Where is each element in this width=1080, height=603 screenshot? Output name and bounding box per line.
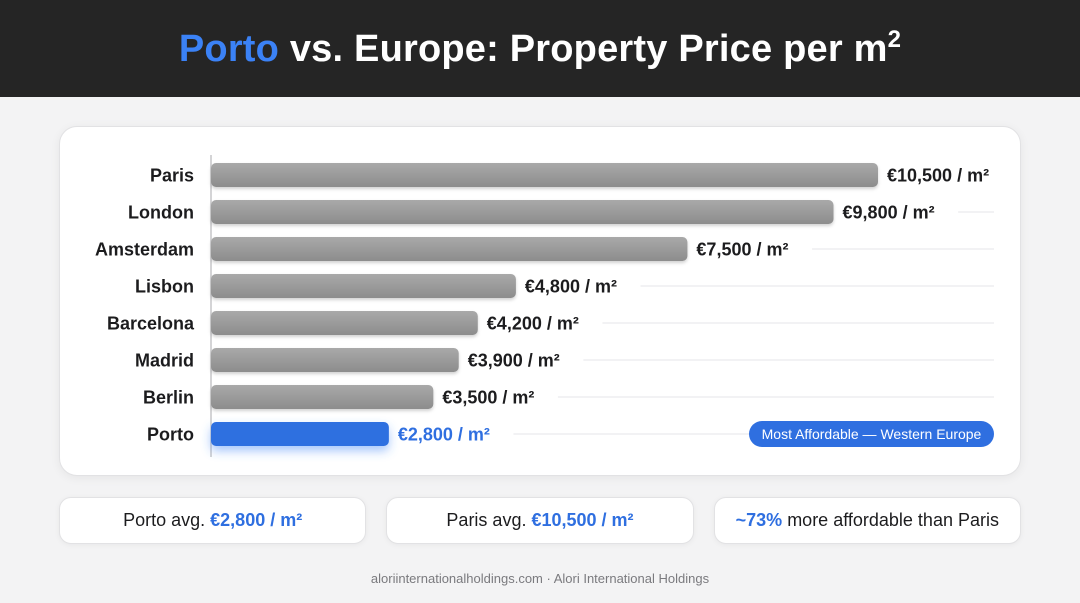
page-title: Porto vs. Europe: Property Price per m2	[179, 26, 901, 71]
value-label-barcelona: €4,200 / m²	[487, 314, 579, 334]
bar-lisbon	[211, 274, 516, 298]
bar-amsterdam	[211, 237, 688, 261]
value-label-berlin: €3,500 / m²	[442, 388, 534, 408]
category-label-berlin: Berlin	[143, 388, 194, 408]
category-label-porto: Porto	[147, 425, 194, 445]
category-label-london: London	[128, 203, 194, 223]
category-label-barcelona: Barcelona	[107, 314, 195, 334]
bar-berlin	[211, 385, 434, 409]
affordability-text: more affordable than Paris	[787, 510, 999, 530]
bar-barcelona	[211, 311, 478, 335]
affordability-card: ~73% more affordable than Paris	[713, 497, 1021, 544]
value-label-london: €9,800 / m²	[843, 203, 935, 223]
category-label-amsterdam: Amsterdam	[95, 240, 194, 260]
highlight-badge	[749, 421, 994, 447]
value-label-madrid: €3,900 / m²	[468, 351, 560, 371]
porto-average-label: Porto avg.	[123, 510, 206, 530]
paris-average-value: €10,500 / m²	[531, 510, 634, 530]
title-text: vs. Europe: Property Price per m	[279, 28, 888, 70]
highlight-badge-text: Most Affordable — Western Europe	[762, 426, 982, 442]
value-label-paris: €10,500 / m²	[887, 166, 989, 186]
value-label-porto: €2,800 / m²	[398, 425, 490, 445]
value-label-lisbon: €4,800 / m²	[525, 277, 617, 297]
bar-chart: Paris €10,500 / m² London €9,800 / m² Amster…	[95, 155, 994, 457]
bar-porto	[211, 422, 389, 446]
category-label-lisbon: Lisbon	[135, 277, 194, 297]
porto-average-value: €2,800 / m²	[210, 510, 303, 530]
porto-average-card: Porto avg. €2,800 / m²	[59, 497, 367, 544]
title-highlight: Porto	[178, 28, 280, 70]
stats-row: Porto avg. €2,800 / m² Paris avg. €10,50…	[59, 497, 1021, 544]
header-bar: Porto vs. Europe: Property Price per m2	[0, 0, 1080, 97]
chart-card: Paris €10,500 / m² London €9,800 / m² Amster…	[59, 126, 1021, 476]
category-label-paris: Paris	[150, 166, 194, 186]
title-superscript: 2	[887, 26, 902, 53]
bar-madrid	[211, 348, 459, 372]
value-label-amsterdam: €7,500 / m²	[696, 240, 788, 260]
bar-london	[211, 200, 834, 224]
footer-credit: aloriinternationalholdings.com · Alori I…	[370, 571, 710, 586]
category-label-madrid: Madrid	[135, 351, 194, 371]
affordability-percent: ~73%	[735, 510, 783, 530]
paris-average-card: Paris avg. €10,500 / m²	[386, 497, 694, 544]
paris-average-label: Paris avg.	[446, 510, 527, 530]
bar-paris	[211, 163, 878, 187]
